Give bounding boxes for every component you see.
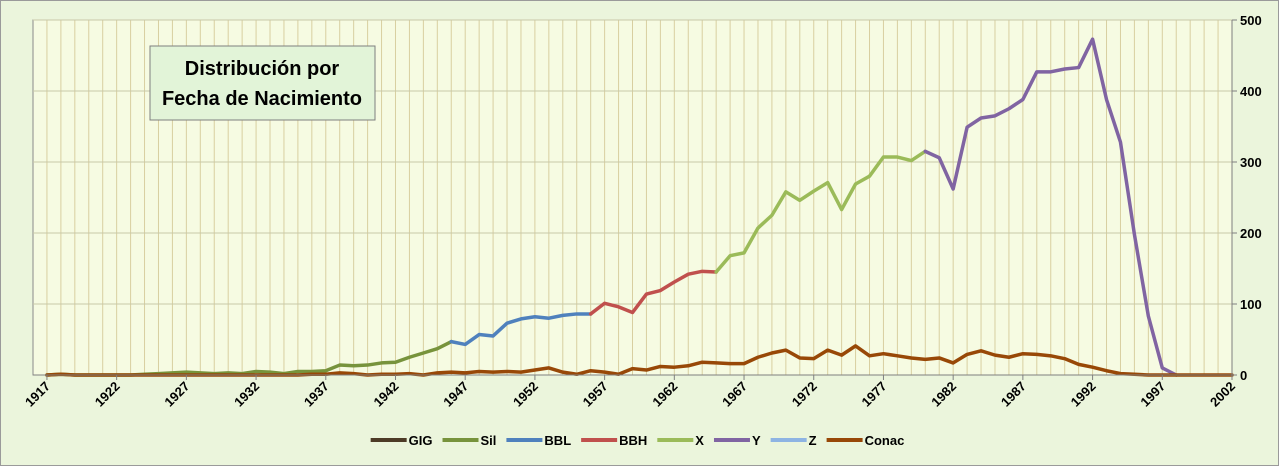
y-tick-label: 300	[1240, 155, 1262, 170]
y-tick-label: 500	[1240, 13, 1262, 28]
chart-title: Distribución por	[185, 58, 340, 80]
legend-item: BBH	[581, 433, 647, 448]
legend-label: Z	[809, 433, 817, 448]
legend-label: Conac	[865, 433, 905, 448]
series-line	[714, 149, 928, 274]
legend-label: GIG	[409, 433, 433, 448]
series-line	[449, 312, 593, 347]
series-line	[923, 37, 1178, 377]
chart-title: Fecha de Nacimiento	[162, 88, 362, 110]
legend-item: X	[657, 433, 704, 448]
title-box	[149, 45, 376, 121]
legend-item: Sil	[442, 433, 497, 448]
legend-label: Y	[752, 433, 761, 448]
y-tick-label: 100	[1240, 297, 1262, 312]
legend-item: Z	[770, 433, 817, 448]
legend-item: Y	[713, 433, 761, 448]
y-tick-label: 200	[1240, 226, 1262, 241]
legend-item: BBL	[506, 433, 571, 448]
legend: GIG Sil BBL BBH X Y Z Conac	[370, 433, 905, 448]
legend-label: X	[695, 433, 704, 448]
series-line	[588, 269, 718, 316]
legend-label: BBL	[544, 433, 571, 448]
legend-label: BBH	[619, 433, 647, 448]
legend-label: Sil	[481, 433, 497, 448]
y-tick-label: 0	[1240, 368, 1247, 383]
y-tick-label: 400	[1240, 84, 1262, 99]
legend-item: GIG	[370, 433, 433, 448]
legend-item: Conac	[826, 433, 905, 448]
